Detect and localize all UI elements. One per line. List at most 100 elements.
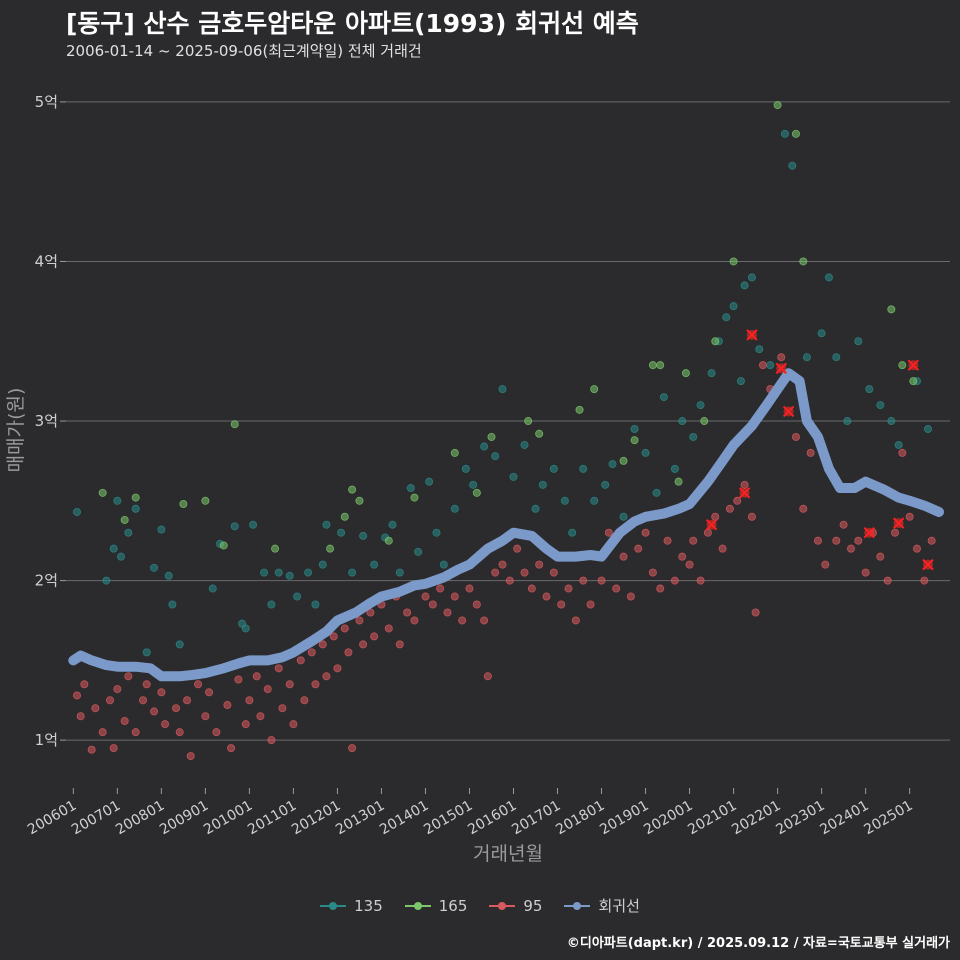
data-point-95 (571, 616, 580, 625)
data-point-95 (542, 592, 551, 601)
x-tick-label: 201501 (421, 798, 475, 839)
data-point-135 (678, 417, 687, 426)
data-point-135 (293, 592, 302, 601)
data-point-95 (458, 616, 467, 625)
data-point-95 (267, 736, 276, 745)
x-tick-label: 201101 (245, 798, 299, 839)
y-tick-label: 2억 (35, 572, 58, 590)
data-point-165 (179, 499, 188, 508)
data-point-165 (630, 436, 639, 445)
data-point-135 (766, 361, 775, 370)
data-point-165 (619, 456, 628, 465)
legend-swatch (564, 901, 591, 911)
data-point-135 (157, 525, 166, 534)
data-point-135 (304, 568, 313, 577)
data-point-135 (480, 442, 489, 451)
x-tick-label: 202001 (641, 798, 695, 839)
data-point-135 (887, 417, 896, 426)
data-point-95 (120, 716, 129, 725)
x-tick-label: 201301 (333, 798, 387, 839)
highlight-cross (863, 527, 876, 539)
x-tick-label: 200601 (25, 798, 79, 839)
data-point-135 (450, 504, 459, 513)
data-point-95 (527, 584, 536, 593)
data-point-95 (832, 536, 841, 545)
data-point-135 (388, 520, 397, 529)
legend-swatch (489, 901, 516, 911)
x-tick-label: 202301 (773, 798, 827, 839)
data-point-95 (113, 685, 122, 694)
x-tick-label: 200901 (157, 798, 211, 839)
data-point-95 (109, 744, 118, 753)
data-point-135 (285, 571, 294, 580)
data-point-95 (201, 712, 210, 721)
data-point-95 (98, 728, 107, 737)
data-point-135 (747, 273, 756, 282)
data-point-95 (678, 552, 687, 561)
data-point-135 (164, 571, 173, 580)
data-point-95 (241, 720, 250, 729)
data-point-95 (472, 600, 481, 609)
highlight-cross (782, 405, 795, 418)
data-point-135 (406, 484, 415, 493)
data-point-95 (513, 544, 522, 553)
data-point-135 (876, 401, 885, 410)
legend-item-165: 165 (404, 895, 467, 916)
data-point-165 (648, 361, 657, 370)
data-point-135 (498, 385, 507, 394)
data-point-95 (821, 560, 830, 569)
data-point-165 (340, 512, 349, 521)
data-point-95 (311, 680, 320, 689)
data-point-165 (348, 485, 357, 494)
data-point-165 (575, 405, 584, 414)
data-point-95 (733, 496, 742, 505)
data-point-95 (535, 560, 544, 569)
data-point-135 (590, 496, 599, 505)
data-point-95 (340, 624, 349, 633)
data-point-95 (263, 685, 272, 694)
data-point-95 (791, 432, 800, 441)
data-point-165 (674, 477, 683, 486)
legend-label: 135 (354, 896, 383, 915)
data-point-135 (469, 480, 478, 489)
data-point-95 (612, 584, 621, 593)
data-point-95 (626, 592, 635, 601)
data-point-95 (428, 600, 437, 609)
data-point-135 (802, 353, 811, 362)
data-point-165 (384, 536, 393, 545)
data-point-165 (120, 515, 129, 524)
highlight-cross (738, 487, 751, 499)
data-point-165 (472, 488, 481, 497)
data-point-135 (359, 531, 368, 540)
data-point-95 (150, 707, 159, 716)
data-point-165 (590, 385, 599, 394)
data-point-135 (249, 520, 258, 529)
x-tick-label: 201601 (465, 798, 519, 839)
data-point-95 (245, 696, 254, 705)
data-point-95 (300, 696, 309, 705)
data-point-95 (634, 544, 643, 553)
data-point-95 (285, 680, 294, 689)
data-point-95 (751, 608, 760, 617)
x-axis-label: 거래년월 (473, 843, 543, 865)
data-point-95 (806, 448, 815, 457)
data-point-95 (395, 640, 404, 649)
data-point-135 (780, 129, 789, 138)
data-point-95 (366, 608, 375, 617)
chart-title: [동구] 산수 금호두암타운 아파트(1993) 회귀선 예측 (66, 9, 639, 38)
data-point-135 (131, 504, 140, 513)
data-point-135 (318, 560, 327, 569)
regression-line (68, 368, 944, 682)
data-point-135 (538, 480, 547, 489)
data-point-135 (696, 401, 705, 410)
data-point-95 (656, 584, 665, 593)
data-point-95 (333, 664, 342, 673)
data-point-165 (799, 257, 808, 266)
data-point-165 (729, 257, 738, 266)
y-tick-label: 3억 (35, 412, 58, 430)
data-point-95 (799, 504, 808, 513)
y-tick-label: 5억 (35, 93, 58, 111)
data-point-95 (274, 664, 283, 673)
